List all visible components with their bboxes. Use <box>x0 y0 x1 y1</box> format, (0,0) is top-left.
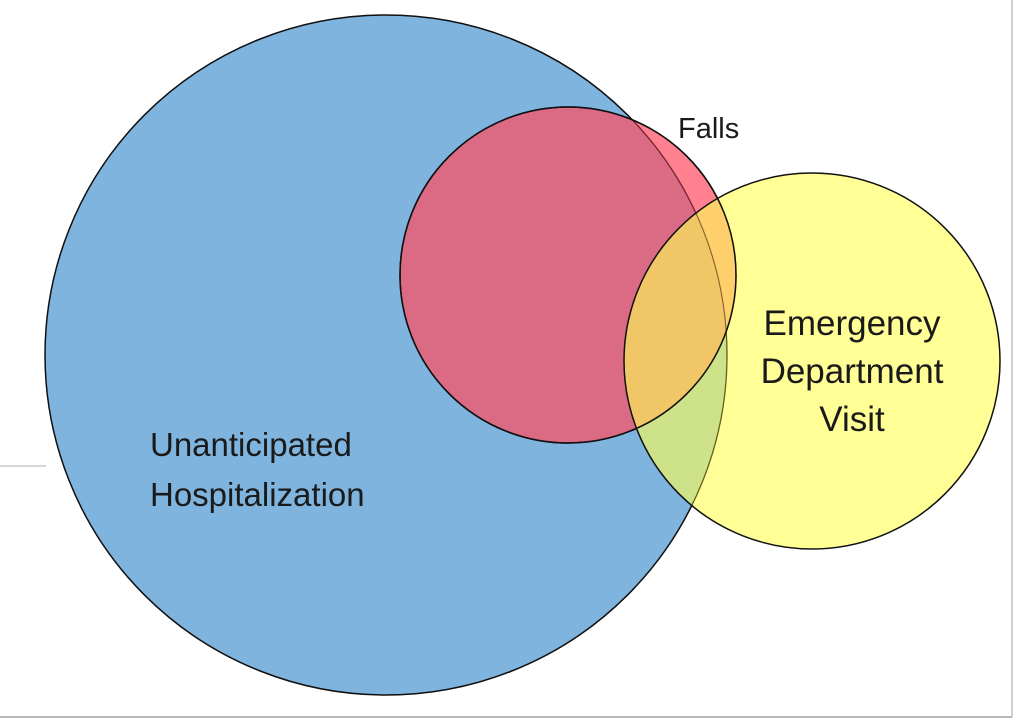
set-outline <box>399 106 737 444</box>
set-label: Falls <box>678 113 739 145</box>
set-outline <box>44 14 728 696</box>
set-label: Hospitalization <box>150 476 365 513</box>
set-label: Department <box>761 352 944 391</box>
set-label: Unanticipated <box>150 426 352 463</box>
set-label: Visit <box>819 400 885 439</box>
set-circle <box>623 172 1001 550</box>
set-label: Emergency <box>763 304 941 343</box>
